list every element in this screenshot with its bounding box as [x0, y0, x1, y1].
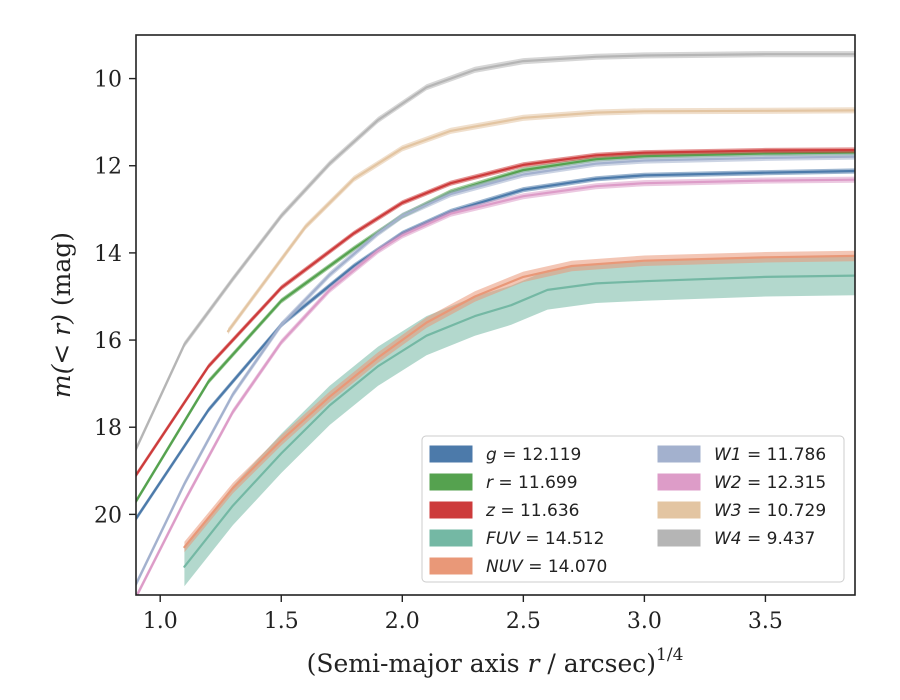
legend-label: W1 = 11.786: [714, 445, 826, 465]
legend-swatch: [429, 473, 473, 491]
legend-band-name: z: [485, 501, 496, 521]
x-tick-label: 1.5: [264, 609, 299, 634]
legend-label: W4 = 9.437: [714, 529, 815, 549]
series-z: [136, 147, 855, 478]
legend-item-z: z = 11.636: [429, 501, 579, 521]
legend-box: [421, 435, 845, 583]
legend-band-name: FUV: [486, 529, 521, 549]
legend-item-g: g = 12.119: [429, 445, 581, 465]
x-tick-label: 1.0: [143, 609, 178, 634]
legend-band-value: = 10.729: [742, 501, 827, 521]
legend-swatch: [429, 557, 473, 575]
legend-band-name: r: [486, 473, 494, 493]
legend-band-value: = 12.119: [497, 445, 582, 465]
x-tick-label: 2.5: [506, 609, 541, 634]
legend-band-name: g: [486, 445, 497, 465]
series-line-w4: [136, 53, 855, 451]
series-fuv: [183, 255, 855, 587]
legend-label: FUV = 14.512: [486, 529, 604, 549]
x-tick-label: 3.0: [627, 609, 662, 634]
legend-label: NUV = 14.070: [486, 557, 607, 577]
y-tick-label: 14: [94, 242, 122, 267]
legend-swatch: [429, 529, 473, 547]
y-tick-label: 12: [94, 155, 122, 180]
x-tick-label: 3.5: [748, 609, 783, 634]
series-line-z: [136, 149, 855, 477]
legend-item-nuv: NUV = 14.070: [429, 557, 607, 577]
series-line-fuv: [183, 274, 855, 568]
series-band-fuv: [184, 255, 855, 587]
plot-frame: [135, 34, 856, 596]
legend-band-value: = 14.512: [520, 529, 605, 549]
legend-band-value: = 9.437: [742, 529, 816, 549]
legend-label: g = 12.119: [486, 445, 581, 465]
legend-band-name: W1: [714, 445, 742, 465]
series-line-w3: [226, 109, 855, 333]
legend-band-value: = 12.315: [742, 473, 827, 493]
series-line-w2: [136, 178, 855, 595]
legend-swatch: [657, 501, 701, 519]
x-axis-label-post: / arcsec): [539, 649, 656, 678]
legend-item-w4: W4 = 9.437: [657, 529, 815, 549]
legend-item-r: r = 11.699: [429, 473, 578, 493]
legend-swatch: [657, 529, 701, 547]
legend-item-w2: W2 = 12.315: [657, 473, 826, 493]
legend-label: z = 11.636: [485, 501, 579, 521]
legend-swatch: [657, 445, 701, 463]
y-tick-label: 16: [94, 329, 122, 354]
y-tick-label: 18: [94, 416, 122, 441]
legend-band-value: = 14.070: [523, 557, 608, 577]
y-axis: 10 12 14 16 18 20: [94, 68, 136, 528]
legend-label: r = 11.699: [486, 473, 578, 493]
legend-item-w3: W3 = 10.729: [657, 501, 826, 521]
legend-label: W2 = 12.315: [714, 473, 826, 493]
series-layer: [136, 51, 855, 595]
legend-label: W3 = 10.729: [714, 501, 826, 521]
legend-band-value: = 11.636: [495, 501, 580, 521]
legend-band-value: = 11.786: [742, 445, 827, 465]
y-axis-label-unit: (mag): [47, 232, 76, 314]
series-w2: [136, 176, 855, 595]
x-axis: 1.0 1.5 2.0 2.5 3.0 3.5: [143, 595, 783, 634]
legend-band-value: = 11.699: [493, 473, 578, 493]
x-axis-label: (Semi-major axis r / arcsec)1/4: [307, 645, 684, 678]
y-axis-label-math: m(< r): [47, 314, 76, 398]
series-w1: [136, 153, 855, 588]
legend-item-fuv: FUV = 14.512: [429, 529, 604, 549]
series-line-nuv: [183, 254, 855, 549]
legend-swatch: [429, 501, 473, 519]
legend-band-name: W3: [714, 501, 742, 521]
x-axis-label-var: r: [528, 649, 542, 678]
series-nuv: [183, 250, 855, 553]
series-w3: [226, 107, 855, 335]
legend-band-name: NUV: [486, 557, 524, 577]
x-axis-label-exponent: 1/4: [656, 645, 683, 665]
legend-swatch: [429, 445, 473, 463]
y-tick-label: 10: [94, 68, 122, 93]
y-tick-label: 20: [94, 503, 122, 528]
x-tick-label: 2.0: [385, 609, 420, 634]
legend-band-name: W4: [714, 529, 742, 549]
y-axis-label: m(< r) (mag): [47, 232, 76, 398]
series-w4: [136, 51, 855, 453]
legend-band-name: W2: [714, 473, 742, 493]
legend-item-w1: W1 = 11.786: [657, 445, 826, 465]
x-axis-label-pre: (Semi-major axis: [307, 649, 528, 678]
series-line-w1: [136, 155, 855, 586]
legend-swatch: [657, 473, 701, 491]
